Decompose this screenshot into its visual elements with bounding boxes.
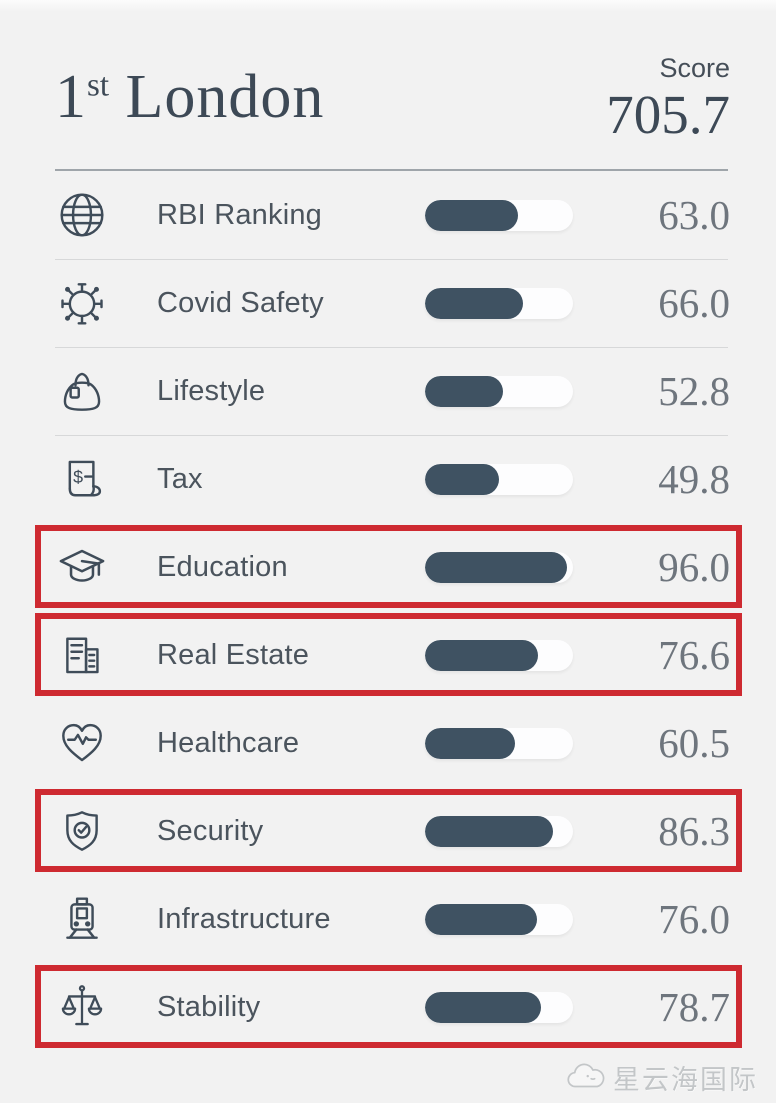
row-value: 60.5	[658, 719, 730, 766]
cloud-logo-icon	[567, 1062, 605, 1092]
city-name: London	[125, 63, 325, 131]
row-label: Stability	[157, 990, 261, 1023]
row-value: 66.0	[658, 279, 730, 326]
row-label: Real Estate	[157, 638, 310, 671]
score-bar	[425, 551, 573, 583]
globe-icon	[55, 188, 109, 242]
score-bar-fill	[425, 375, 504, 407]
score-row-rbi-ranking: RBI Ranking 63.0	[0, 171, 776, 259]
rank-number: 1	[55, 63, 87, 131]
score-bar-fill	[425, 639, 539, 671]
score-bar-fill	[425, 287, 523, 319]
row-value: 76.0	[658, 895, 730, 942]
score-bar-fill	[425, 551, 568, 583]
score-bar	[425, 199, 573, 231]
virus-icon	[55, 276, 109, 330]
watermark: 星云海国际	[567, 1058, 758, 1097]
shield-check-icon	[55, 804, 109, 858]
score-row-education: Education 96.0	[0, 523, 776, 611]
score-bar-fill	[425, 199, 519, 231]
score-row-tax: $ Tax 49.8	[0, 435, 776, 523]
row-label: RBI Ranking	[157, 198, 322, 231]
row-value: 63.0	[658, 191, 730, 238]
header-divider	[55, 169, 728, 171]
rank-suffix: st	[87, 67, 110, 104]
row-value: 86.3	[658, 807, 730, 854]
score-row-lifestyle: Lifestyle 52.8	[0, 347, 776, 435]
score-row-stability: Stability 78.7	[0, 963, 776, 1051]
handbag-icon	[55, 364, 109, 418]
row-label: Lifestyle	[157, 374, 266, 407]
score-row-covid-safety: Covid Safety 66.0	[0, 259, 776, 347]
heart-pulse-icon	[55, 716, 109, 770]
score-row-healthcare: Healthcare 60.5	[0, 699, 776, 787]
row-label: Education	[157, 550, 288, 583]
row-label: Infrastructure	[157, 902, 331, 935]
score-row-infrastructure: Infrastructure 76.0	[0, 875, 776, 963]
svg-text:$: $	[73, 467, 83, 487]
row-value: 49.8	[658, 455, 730, 502]
row-label: Covid Safety	[157, 286, 324, 319]
score-row-security: Security 86.3	[0, 787, 776, 875]
train-icon	[55, 892, 109, 946]
score-bar	[425, 639, 573, 671]
row-value: 76.6	[658, 631, 730, 678]
score-bar	[425, 991, 573, 1023]
score-bar-fill	[425, 903, 538, 935]
watermark-text: 星云海国际	[613, 1064, 758, 1095]
row-label: Healthcare	[157, 726, 300, 759]
score-bar	[425, 287, 573, 319]
score-bar-fill	[425, 463, 499, 495]
row-value: 52.8	[658, 367, 730, 414]
receipt-icon: $	[55, 452, 109, 506]
row-label: Security	[157, 814, 264, 847]
row-label: Tax	[157, 462, 203, 495]
score-label: Score	[659, 53, 730, 83]
score-block: Score 705.7	[606, 55, 730, 144]
score-bar	[425, 815, 573, 847]
score-row-real-estate: Real Estate 76.6	[0, 611, 776, 699]
score-bar-fill	[425, 727, 515, 759]
row-value: 96.0	[658, 543, 730, 590]
score-bar	[425, 727, 573, 759]
score-bar	[425, 463, 573, 495]
score-value: 705.7	[606, 84, 730, 145]
card-footer: 星云海国际	[0, 1051, 776, 1103]
score-bar	[425, 375, 573, 407]
scales-icon	[55, 980, 109, 1034]
rank-city-title: 1st London	[55, 66, 324, 128]
card-header: 1st London Score 705.7	[0, 0, 776, 171]
graduation-cap-icon	[55, 540, 109, 594]
score-bar-fill	[425, 991, 542, 1023]
score-bar-fill	[425, 815, 553, 847]
score-bar	[425, 903, 573, 935]
buildings-icon	[55, 628, 109, 682]
row-value: 78.7	[658, 983, 730, 1030]
